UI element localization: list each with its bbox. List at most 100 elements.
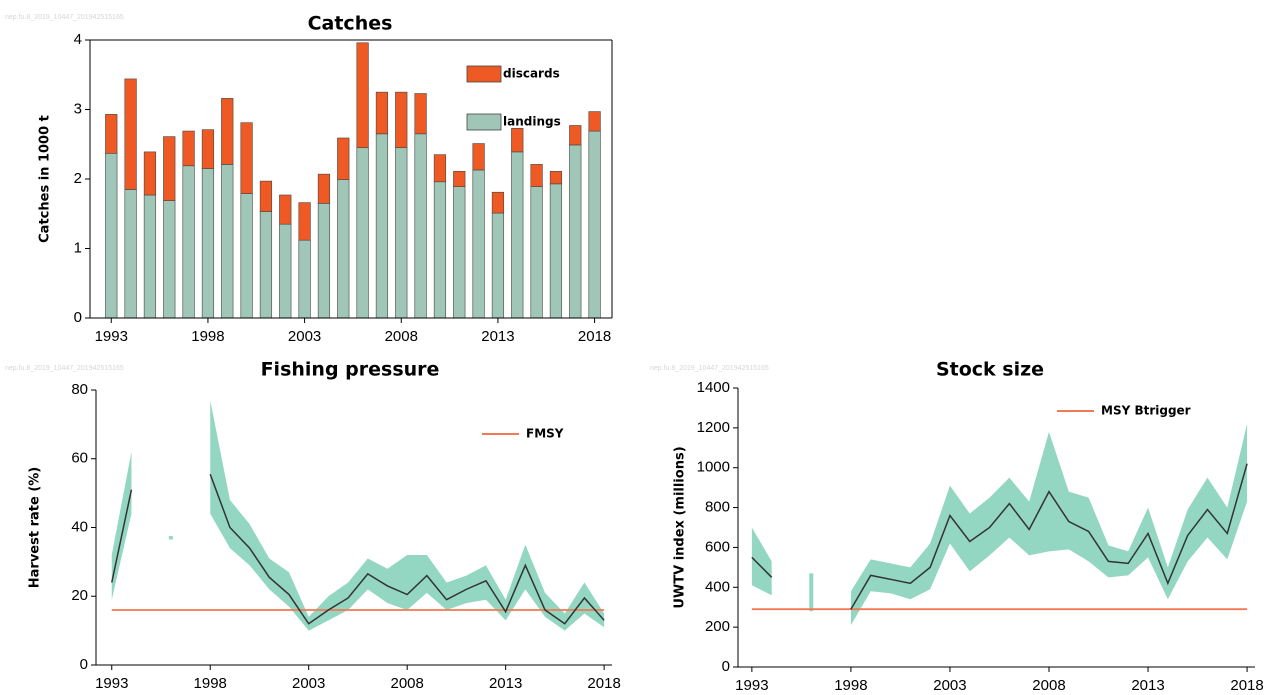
bar-segment <box>433 181 447 319</box>
y-tick-label: 40 <box>71 518 88 535</box>
estimate-line <box>209 473 605 625</box>
bar-segment <box>453 186 466 319</box>
estimate-line <box>111 489 133 583</box>
y-tick-label: 0 <box>74 309 82 326</box>
bar-segment <box>375 91 389 135</box>
bar-segment <box>375 133 389 319</box>
y-tick-label: 0 <box>722 658 730 675</box>
x-tick-label: 1993 <box>735 677 768 694</box>
bar-segment <box>472 143 485 171</box>
bar-segment <box>569 125 582 146</box>
bar-segment <box>163 136 176 201</box>
bar-segment <box>182 130 195 167</box>
x-tick-label: 1998 <box>834 677 867 694</box>
y-tick-label: 4 <box>74 31 82 48</box>
y-tick-label: 80 <box>71 381 88 398</box>
y-tick-label: 1000 <box>697 459 730 476</box>
legend-label: FMSY <box>526 427 564 441</box>
bar-segment <box>240 193 253 319</box>
uncertainty-band <box>111 451 132 600</box>
uncertainty-band <box>751 527 772 596</box>
y-tick-label: 1200 <box>697 419 730 436</box>
bar-segment <box>279 223 292 319</box>
legend-swatch <box>466 65 502 83</box>
y-tick-label: 3 <box>74 100 82 117</box>
x-tick-label: 1993 <box>95 328 128 345</box>
bar-segment <box>588 111 601 132</box>
uncertainty-band <box>809 573 814 612</box>
bar-segment <box>143 151 157 196</box>
estimate-line <box>751 556 773 578</box>
bar-segment <box>201 129 215 169</box>
bar-segment <box>105 114 118 154</box>
bar-segment <box>337 137 350 180</box>
chart-title: Stock size <box>936 359 1044 381</box>
bar-segment <box>298 239 311 319</box>
x-tick-label: 1998 <box>191 328 224 345</box>
bar-segment <box>491 191 505 214</box>
bar-segment <box>259 211 273 319</box>
y-tick-label: 1400 <box>697 379 730 396</box>
uncertainty-band <box>168 536 173 540</box>
y-tick-label: 2 <box>74 170 82 187</box>
bar-segment <box>317 203 331 319</box>
bar-segment <box>549 171 563 185</box>
bar-segment <box>356 42 369 149</box>
x-tick-label: 2013 <box>1131 677 1164 694</box>
bar-segment <box>453 171 466 187</box>
chart-title: Fishing pressure <box>261 359 440 381</box>
x-tick-label: 2018 <box>578 328 611 345</box>
y-tick-label: 400 <box>705 578 730 595</box>
uncertainty-band <box>210 400 605 631</box>
bar-segment <box>530 186 543 319</box>
estimate-line <box>850 463 1248 610</box>
x-tick-label: 2008 <box>1032 677 1065 694</box>
y-axis-label: Catches in 1000 t <box>38 115 53 243</box>
bar-segment <box>298 202 311 241</box>
y-axis-label: Harvest rate (%) <box>28 467 43 588</box>
legend-label: MSY Btrigger <box>1101 404 1191 418</box>
bar-segment <box>221 164 234 319</box>
bar-segment <box>472 169 485 319</box>
x-tick-label: 2003 <box>292 675 325 692</box>
bar-segment <box>279 194 292 225</box>
x-tick-label: 2018 <box>1230 677 1263 694</box>
bar-segment <box>569 144 582 319</box>
bar-segment <box>511 127 524 153</box>
bar-segment <box>221 98 234 165</box>
bar-segment <box>337 179 350 319</box>
bar-segment <box>549 183 563 319</box>
bar-segment <box>491 212 505 319</box>
bar-segment <box>240 122 253 194</box>
bar-segment <box>588 130 601 319</box>
bar-segment <box>259 180 273 212</box>
bar-segment <box>414 133 427 319</box>
legend-swatch <box>466 113 502 131</box>
x-tick-label: 2018 <box>587 675 620 692</box>
bar-segment <box>395 147 408 319</box>
x-tick-label: 1993 <box>95 675 128 692</box>
y-tick-label: 1 <box>74 239 82 256</box>
bar-segment <box>433 154 447 183</box>
x-tick-label: 1998 <box>194 675 227 692</box>
y-tick-label: 600 <box>705 538 730 555</box>
bar-segment <box>124 78 137 190</box>
chart-title: Catches <box>308 13 393 35</box>
bar-segment <box>105 152 118 319</box>
x-tick-label: 2013 <box>489 675 522 692</box>
bar-segment <box>143 194 157 319</box>
y-tick-label: 20 <box>71 587 88 604</box>
x-tick-label: 2008 <box>390 675 423 692</box>
watermark: nep.fu.8_2019_10447_201942515165 <box>5 365 124 372</box>
bar-segment <box>182 165 195 319</box>
x-tick-label: 2008 <box>385 328 418 345</box>
y-tick-label: 200 <box>705 618 730 635</box>
x-tick-label: 2013 <box>481 328 514 345</box>
bar-segment <box>201 168 215 319</box>
watermark: nep.fu.8_2019_10447_201942515165 <box>5 14 124 21</box>
y-tick-label: 60 <box>71 450 88 467</box>
y-axis-label: UWTV index (millions) <box>673 446 688 608</box>
x-tick-label: 2003 <box>933 677 966 694</box>
bar-segment <box>414 93 427 135</box>
bar-segment <box>356 147 369 319</box>
